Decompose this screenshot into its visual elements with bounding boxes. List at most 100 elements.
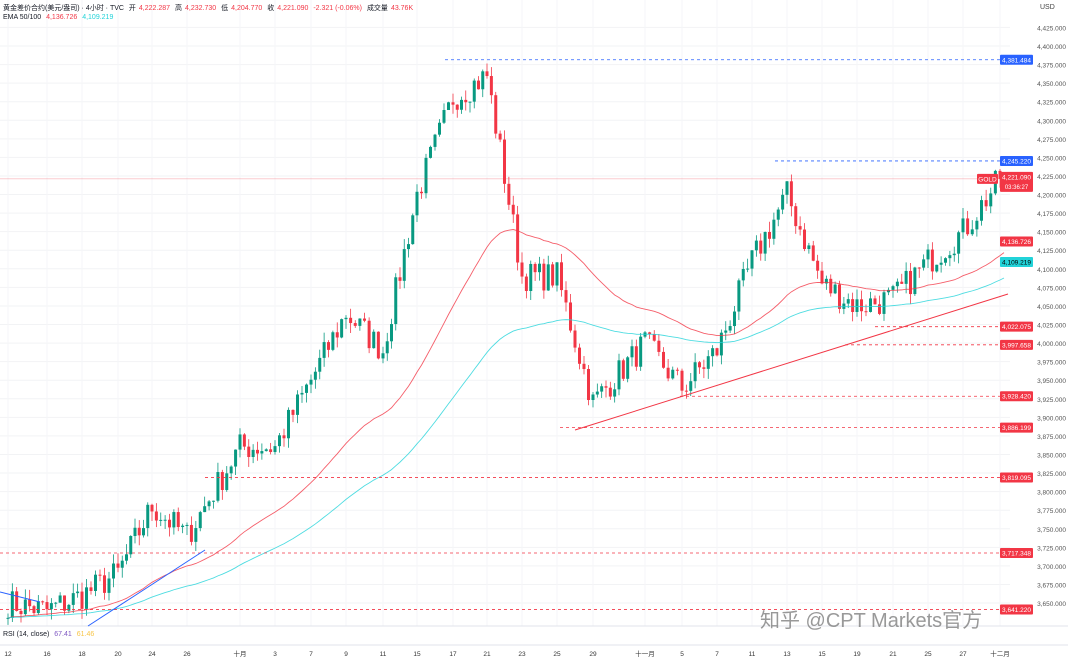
candle-body — [648, 332, 652, 335]
ema50-value: 4,136.726 — [46, 14, 78, 21]
candle-body — [407, 244, 410, 250]
candle-body — [477, 80, 480, 90]
y-tick-label: 4,025.000 — [1037, 323, 1066, 330]
candle-body — [415, 191, 419, 216]
candle-body — [367, 320, 371, 349]
candle-body — [759, 240, 763, 254]
candle-body — [864, 311, 868, 313]
watermark: 知乎 @CPT Markets官方 — [760, 610, 983, 632]
x-tick-label: 23 — [518, 651, 526, 658]
candle-body — [524, 276, 528, 292]
candle-body — [489, 76, 493, 96]
candle-body — [689, 381, 693, 391]
currency-label: USD — [1040, 4, 1055, 11]
candle-body — [335, 332, 339, 338]
candle-body — [385, 341, 389, 354]
y-tick-label: 4,250.000 — [1037, 155, 1066, 162]
rsi-legend[interactable]: RSI (14, close) 67.41 61.46 — [3, 631, 95, 638]
candle-body — [264, 449, 268, 452]
candle-body — [447, 102, 450, 111]
y-tick-label: 3,950.000 — [1037, 378, 1066, 385]
y-tick-label: 3,875.000 — [1037, 434, 1066, 441]
y-tick-label: 3,650.000 — [1037, 601, 1066, 608]
candle-body — [58, 595, 62, 603]
candle-body — [207, 501, 211, 507]
volume-value: 43.76K — [390, 5, 414, 12]
candle-body — [411, 215, 415, 245]
ema50-tag — [1000, 236, 1033, 247]
candle-body — [309, 379, 313, 385]
candle-body — [481, 71, 485, 90]
high-value: 4,232.730 — [185, 5, 217, 12]
candle-body — [582, 363, 586, 370]
candle-body — [671, 369, 675, 379]
candle-body — [41, 601, 45, 603]
candle-body — [733, 311, 736, 327]
y-tick-label: 4,325.000 — [1037, 100, 1066, 107]
candle-body — [538, 263, 541, 273]
candle-body — [282, 435, 286, 439]
candle-body — [737, 280, 741, 312]
candle-body — [560, 262, 563, 291]
candle-body — [159, 519, 163, 521]
symbol-header: 黄金差价合约(美元/盎司) · 4小时 · TVC 开 4,222.287 高 4,… — [3, 5, 414, 12]
candle-body — [120, 560, 124, 568]
candle-body — [340, 319, 344, 338]
candle-body — [564, 290, 568, 303]
candle-body — [63, 595, 66, 611]
candle-body — [198, 512, 202, 529]
ema100-line — [7, 277, 1005, 619]
x-tick-label: 18 — [78, 651, 86, 658]
candle-body — [706, 356, 710, 369]
x-tick-label: 11 — [380, 651, 387, 658]
candle-body — [451, 102, 455, 105]
y-tick-label: 3,900.000 — [1037, 415, 1066, 422]
candle-body — [229, 466, 233, 474]
candle-body — [433, 134, 437, 147]
candle-body — [630, 346, 634, 358]
candle-body — [45, 602, 49, 610]
candle-body — [657, 340, 661, 352]
candle-body — [154, 511, 158, 521]
candle-body — [634, 346, 638, 367]
candle-body — [922, 259, 926, 268]
candle-body — [666, 367, 670, 379]
candle-body — [961, 218, 965, 233]
candle-body — [28, 599, 32, 607]
candle-body — [80, 591, 84, 609]
x-tick-label: 25 — [553, 651, 561, 658]
level-price-tag — [1000, 54, 1033, 65]
y-tick-label: 4,275.000 — [1037, 137, 1066, 144]
candle-body — [824, 278, 828, 284]
candle-body — [715, 348, 719, 356]
y-tick-label: 4,075.000 — [1037, 285, 1066, 292]
candle-body — [719, 332, 723, 356]
candle-body — [344, 317, 348, 320]
candle-body — [798, 226, 802, 230]
ema100-tag-label: 4,109.219 — [1002, 259, 1031, 266]
x-tick-label: 7 — [715, 651, 719, 658]
ema-legend[interactable]: EMA 50/100 4,136.726 4,109.219 — [3, 14, 114, 21]
candle-body — [926, 249, 930, 260]
candle-body — [750, 250, 754, 269]
candle-body — [358, 318, 362, 326]
candle-body — [785, 181, 789, 195]
x-tick-label: 11 — [749, 651, 756, 658]
candle-body — [728, 326, 732, 331]
level-price-tag — [1000, 321, 1033, 332]
candle-body — [220, 472, 224, 490]
x-tick-label: 3 — [273, 651, 277, 658]
level-price-tag — [1000, 391, 1033, 402]
x-tick-label: 21 — [889, 651, 897, 658]
candle-body — [878, 304, 881, 314]
candle-body — [23, 599, 27, 615]
candle-body — [952, 253, 956, 256]
candle-body — [372, 331, 376, 349]
candle-body — [394, 277, 398, 325]
y-tick-label: 4,350.000 — [1037, 81, 1066, 88]
candle-body — [948, 255, 952, 259]
level-price-label: 4,381.484 — [1002, 57, 1031, 64]
candle-body — [67, 604, 71, 611]
candle-body — [820, 270, 824, 284]
